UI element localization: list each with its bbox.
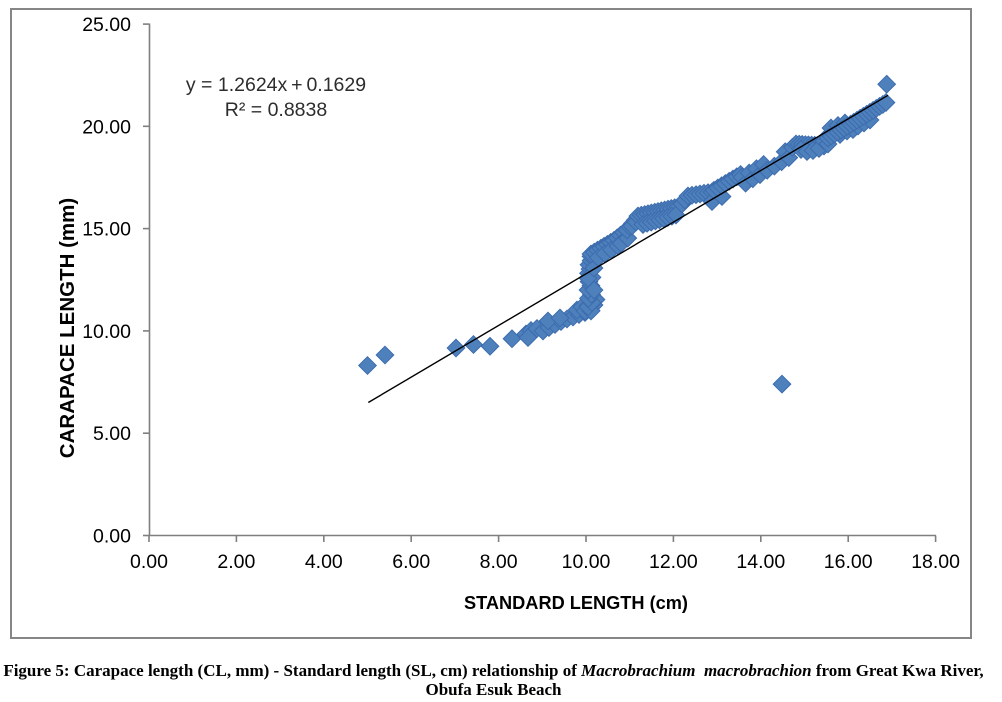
svg-text:5.00: 5.00: [93, 423, 131, 445]
svg-text:15.00: 15.00: [82, 219, 131, 241]
svg-text:20.00: 20.00: [82, 116, 131, 138]
svg-text:CARAPACE LENGTH (mm): CARAPACE LENGTH (mm): [56, 198, 79, 458]
svg-text:12.00: 12.00: [649, 551, 698, 573]
svg-text:25.00: 25.00: [82, 14, 131, 36]
svg-text:10.00: 10.00: [82, 321, 131, 343]
svg-text:STANDARD LENGTH (cm): STANDARD LENGTH (cm): [464, 593, 688, 613]
svg-text:10.00: 10.00: [562, 551, 611, 573]
svg-text:14.00: 14.00: [736, 551, 785, 573]
svg-text:18.00: 18.00: [911, 551, 960, 573]
svg-text:8.00: 8.00: [480, 551, 518, 573]
svg-text:0.00: 0.00: [130, 551, 168, 573]
svg-text:y = 1.2624x + 0.1629: y = 1.2624x + 0.1629: [186, 74, 366, 96]
svg-text:16.00: 16.00: [824, 551, 873, 573]
svg-text:0.00: 0.00: [93, 526, 131, 548]
svg-text:6.00: 6.00: [392, 551, 430, 573]
svg-text:4.00: 4.00: [305, 551, 343, 573]
svg-text:2.00: 2.00: [217, 551, 255, 573]
svg-text:R² = 0.8838: R² = 0.8838: [225, 99, 327, 121]
